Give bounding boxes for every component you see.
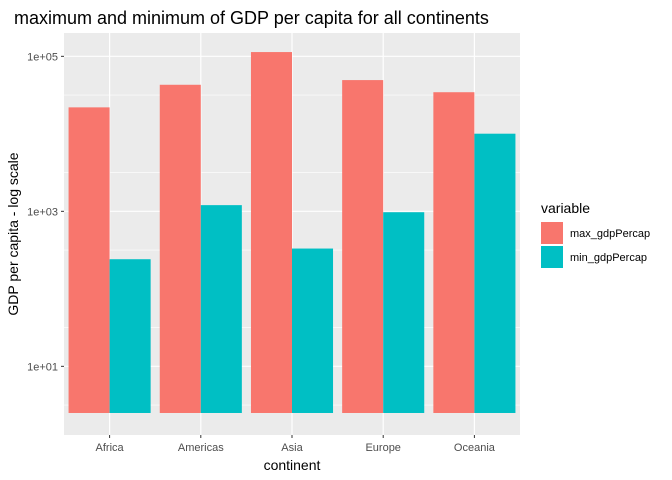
bar-min_gdpPercap-europe	[383, 212, 425, 413]
legend-label-min_gdpPercap: min_gdpPercap	[570, 252, 647, 264]
legend-key-max_gdpPercap	[541, 222, 563, 244]
bar-max_gdpPercap-americas	[159, 84, 201, 413]
x-tick-label: Africa	[96, 442, 125, 454]
x-tick-label: Americas	[178, 442, 224, 454]
bar-max_gdpPercap-africa	[68, 107, 110, 413]
bar-min_gdpPercap-oceania	[474, 133, 516, 413]
bar-max_gdpPercap-asia	[250, 52, 292, 413]
legend-key-min_gdpPercap	[541, 246, 563, 268]
x-axis: Africa Americas Asia Europe Oceania	[96, 435, 496, 454]
y-tick-label: 1e+05	[27, 51, 58, 63]
legend: variable max_gdpPercap min_gdpPercap	[541, 200, 650, 268]
x-tick-label: Asia	[281, 442, 303, 454]
y-axis-title: GDP per capita - log scale	[5, 152, 21, 315]
y-tick-label: 1e+03	[27, 206, 58, 218]
bar-min_gdpPercap-americas	[200, 205, 242, 413]
bars	[68, 52, 516, 413]
x-tick-label: Europe	[365, 442, 400, 454]
bar-max_gdpPercap-oceania	[433, 92, 475, 413]
chart-title: maximum and minimum of GDP per capita fo…	[14, 8, 489, 28]
legend-title: variable	[541, 200, 590, 216]
bar-min_gdpPercap-asia	[292, 248, 334, 413]
bar-min_gdpPercap-africa	[109, 259, 151, 413]
x-tick-label: Oceania	[454, 442, 496, 454]
legend-label-max_gdpPercap: max_gdpPercap	[570, 228, 650, 240]
y-tick-label: 1e+01	[27, 361, 58, 373]
bar-max_gdpPercap-europe	[342, 80, 384, 413]
x-axis-title: continent	[264, 457, 321, 473]
y-axis: 1e+01 1e+03 1e+05	[27, 51, 64, 373]
